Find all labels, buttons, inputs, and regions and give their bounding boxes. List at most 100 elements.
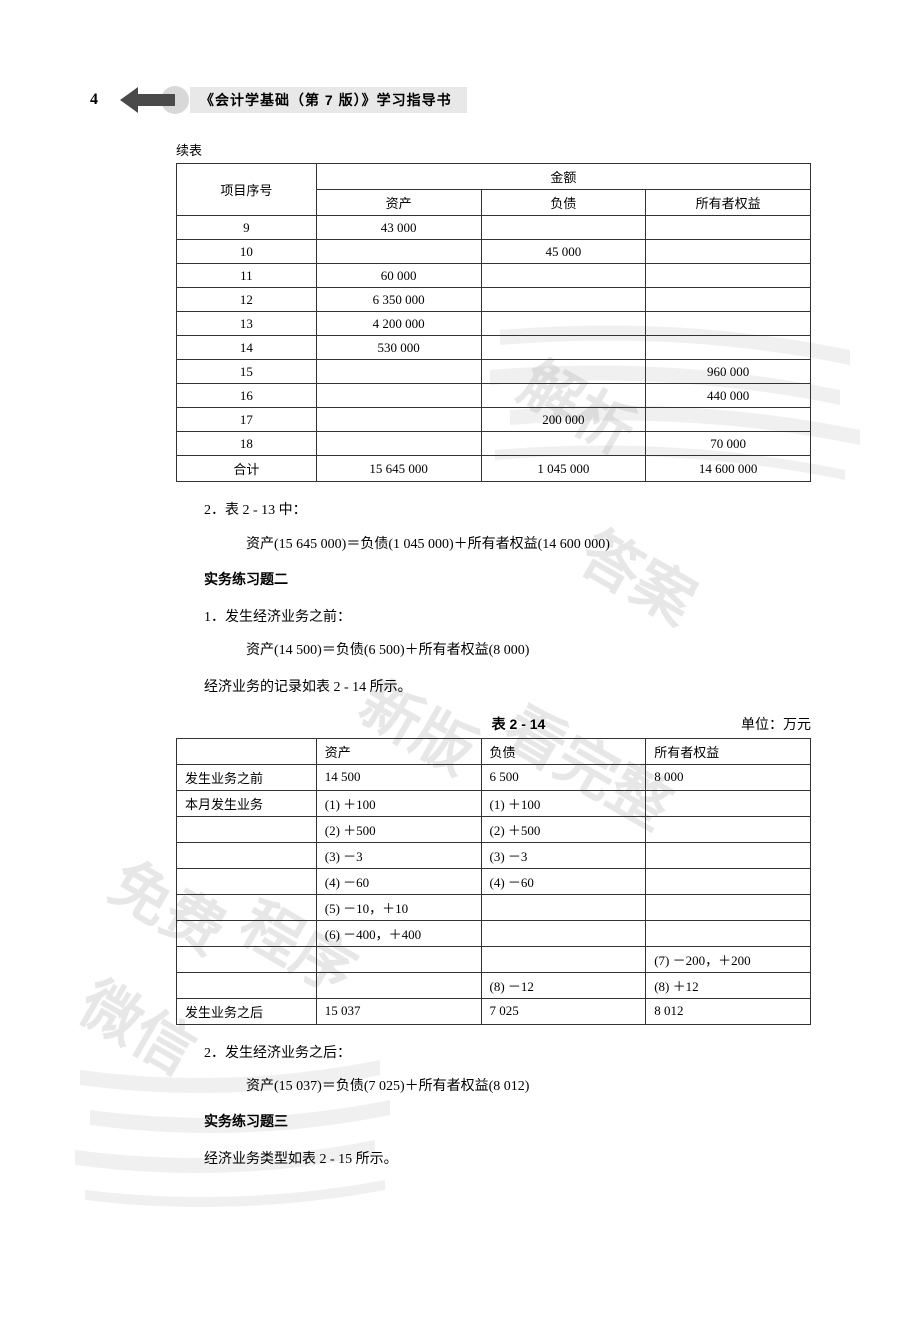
table-row: (4) －60(4) －60 — [177, 868, 811, 894]
table-cell — [177, 842, 317, 868]
table-cell — [481, 946, 646, 972]
table-unit-label: 单位：万元 — [741, 714, 811, 734]
table-cell: 16 — [177, 384, 317, 408]
table-cell: 发生业务之前 — [177, 764, 317, 790]
table-cell — [646, 816, 811, 842]
table-cell — [481, 288, 646, 312]
table-cell — [646, 288, 811, 312]
table-cell — [177, 894, 317, 920]
table-row: 合计15 645 0001 045 00014 600 000 — [177, 456, 811, 482]
table-cell: (2) ＋500 — [316, 816, 481, 842]
section-heading: 实务练习题二 — [176, 569, 811, 589]
table-cell — [316, 360, 481, 384]
arrow-icon — [120, 85, 190, 115]
table-cell — [481, 336, 646, 360]
table-cell: 14 — [177, 336, 317, 360]
table-cell: 6 500 — [481, 764, 646, 790]
table-header: 金额 — [316, 164, 810, 190]
section-heading: 实务练习题三 — [176, 1111, 811, 1131]
continued-table-label: 续表 — [176, 140, 811, 159]
table-cell: 9 — [177, 216, 317, 240]
table-cell: (4) －60 — [481, 868, 646, 894]
table-cell — [646, 920, 811, 946]
table-cell — [481, 384, 646, 408]
table-header — [177, 738, 317, 764]
formula-text: 资产(14 500)＝负债(6 500)＋所有者权益(8 000) — [246, 639, 811, 659]
table-cell: 15 — [177, 360, 317, 384]
table-cell — [646, 842, 811, 868]
table-cell — [316, 972, 481, 998]
table-cell: (4) －60 — [316, 868, 481, 894]
table-row: 16 440 000 — [177, 384, 811, 408]
table-cell: 14 600 000 — [646, 456, 811, 482]
table-cell: (5) －10，＋10 — [316, 894, 481, 920]
paragraph-text: 2．发生经济业务之后： — [176, 1041, 811, 1068]
table-cell — [481, 894, 646, 920]
table-row: 126 350 000 — [177, 288, 811, 312]
paragraph-text: 经济业务的记录如表 2 - 14 所示。 — [176, 675, 811, 702]
table-cell: (6) －400，＋400 — [316, 920, 481, 946]
table-cell — [316, 384, 481, 408]
table-cell — [481, 264, 646, 288]
table-row: (3) －3(3) －3 — [177, 842, 811, 868]
table-row: 943 000 — [177, 216, 811, 240]
table-cell: 13 — [177, 312, 317, 336]
table-cell: 12 — [177, 288, 317, 312]
table-cell — [177, 816, 317, 842]
table-cell: 45 000 — [481, 240, 646, 264]
table-row: (2) ＋500(2) ＋500 — [177, 816, 811, 842]
table-cell: 530 000 — [316, 336, 481, 360]
table-header: 所有者权益 — [646, 190, 811, 216]
table-row: 14530 000 — [177, 336, 811, 360]
table-cell — [481, 920, 646, 946]
table-cell: 60 000 — [316, 264, 481, 288]
table-row: (5) －10，＋10 — [177, 894, 811, 920]
table-cell — [646, 240, 811, 264]
table-cell: 15 645 000 — [316, 456, 481, 482]
table-cell: 960 000 — [646, 360, 811, 384]
table-row: 发生业务之前14 5006 5008 000 — [177, 764, 811, 790]
table-cell — [316, 240, 481, 264]
formula-text: 资产(15 037)＝负债(7 025)＋所有者权益(8 012) — [246, 1075, 811, 1095]
table-row: 发生业务之后15 0377 0258 012 — [177, 998, 811, 1024]
table-cell: 本月发生业务 — [177, 790, 317, 816]
table-cell: 6 350 000 — [316, 288, 481, 312]
table-row: 1870 000 — [177, 432, 811, 456]
page-number: 4 — [90, 91, 120, 109]
table-cell — [481, 312, 646, 336]
table-cell: 43 000 — [316, 216, 481, 240]
table-header: 负债 — [481, 738, 646, 764]
table-cell: 7 025 — [481, 998, 646, 1024]
table-cell: 4 200 000 — [316, 312, 481, 336]
table-cell: (3) －3 — [316, 842, 481, 868]
table-cell — [646, 216, 811, 240]
table-cell: 合计 — [177, 456, 317, 482]
table-cell — [316, 432, 481, 456]
paragraph-text: 经济业务类型如表 2 - 15 所示。 — [176, 1147, 811, 1174]
table-cell — [177, 868, 317, 894]
table-cell: 18 — [177, 432, 317, 456]
table-cell — [646, 312, 811, 336]
table-cell — [316, 946, 481, 972]
table-row: 15 960 000 — [177, 360, 811, 384]
table-cell — [646, 894, 811, 920]
table-cell — [646, 868, 811, 894]
table-cell — [646, 336, 811, 360]
table-cell: 发生业务之后 — [177, 998, 317, 1024]
table-header: 资产 — [316, 190, 481, 216]
table-cell: (8) －12 — [481, 972, 646, 998]
table-cell: 440 000 — [646, 384, 811, 408]
table-cell: 17 — [177, 408, 317, 432]
table-cell — [177, 946, 317, 972]
amount-table: 项目序号 金额 资产 负债 所有者权益 943 0001045 0001160 … — [176, 163, 811, 482]
table-cell: 14 500 — [316, 764, 481, 790]
table-cell: (3) －3 — [481, 842, 646, 868]
formula-text: 资产(15 645 000)＝负债(1 045 000)＋所有者权益(14 60… — [246, 533, 811, 553]
table-cell: (7) －200，＋200 — [646, 946, 811, 972]
table-cell — [646, 264, 811, 288]
paragraph-text: 2．表 2 - 13 中： — [176, 498, 811, 525]
table-cell: (1) ＋100 — [316, 790, 481, 816]
table-cell — [646, 790, 811, 816]
table-header: 所有者权益 — [646, 738, 811, 764]
table-cell: 11 — [177, 264, 317, 288]
